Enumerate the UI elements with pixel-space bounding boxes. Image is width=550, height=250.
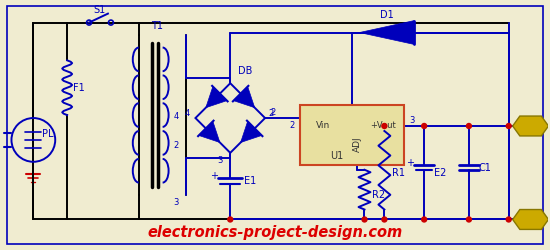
Text: 3: 3 [173, 198, 179, 207]
Text: +V: +V [523, 122, 538, 130]
Text: R2: R2 [372, 190, 385, 200]
Polygon shape [206, 86, 227, 108]
Circle shape [506, 217, 511, 222]
Text: S1: S1 [94, 5, 106, 15]
Text: 3: 3 [410, 116, 415, 124]
Circle shape [382, 124, 387, 128]
Text: electronics-project-design.com: electronics-project-design.com [147, 225, 403, 240]
Text: ADJ: ADJ [353, 136, 362, 152]
Circle shape [228, 217, 233, 222]
Text: 2: 2 [289, 122, 295, 130]
Circle shape [422, 217, 427, 222]
Text: D1: D1 [380, 10, 394, 20]
Text: Vin: Vin [316, 122, 330, 130]
Circle shape [466, 124, 471, 128]
Text: T1: T1 [151, 20, 163, 30]
Polygon shape [199, 122, 220, 142]
Circle shape [362, 217, 367, 222]
Text: E2: E2 [434, 168, 446, 178]
Text: F1: F1 [73, 83, 85, 93]
Text: 4: 4 [185, 108, 190, 118]
Circle shape [422, 124, 427, 128]
Text: 2: 2 [268, 108, 274, 118]
Circle shape [466, 217, 471, 222]
Text: 3: 3 [218, 156, 223, 165]
Text: U1: U1 [330, 151, 343, 161]
Polygon shape [234, 86, 255, 108]
Text: 2: 2 [271, 108, 276, 116]
Polygon shape [513, 210, 548, 230]
Text: E1: E1 [244, 176, 256, 186]
Text: +: + [406, 158, 414, 168]
Polygon shape [240, 122, 262, 142]
Text: R1: R1 [392, 168, 405, 178]
FancyBboxPatch shape [300, 105, 404, 165]
Polygon shape [513, 116, 548, 136]
Text: Com: Com [520, 215, 542, 224]
Text: +Vout: +Vout [371, 122, 397, 130]
FancyBboxPatch shape [7, 6, 543, 244]
Text: DB: DB [238, 66, 252, 76]
Circle shape [506, 124, 511, 128]
Text: 4: 4 [173, 112, 179, 120]
Text: 2: 2 [173, 142, 179, 150]
Text: C1: C1 [478, 163, 491, 173]
Text: +: + [210, 171, 218, 181]
Circle shape [382, 217, 387, 222]
Text: PL: PL [41, 129, 53, 139]
Polygon shape [360, 20, 414, 44]
